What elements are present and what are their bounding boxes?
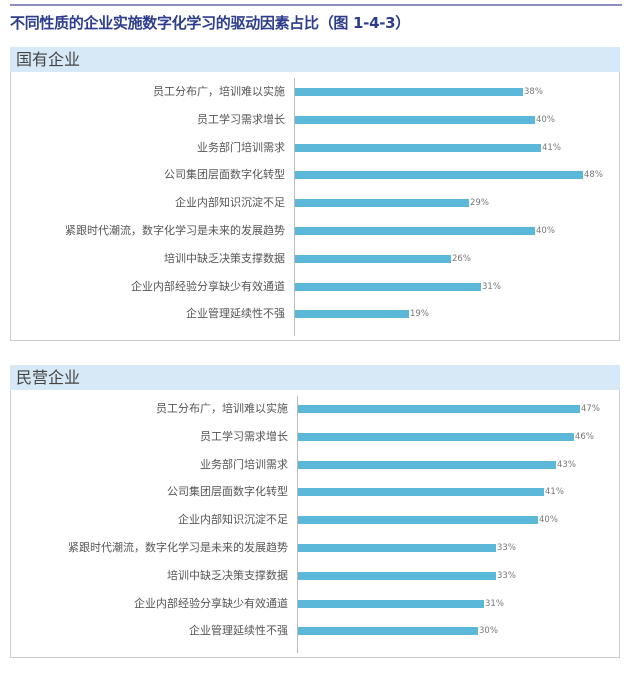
bar-row: 业务部门培训需求 41% — [11, 141, 619, 155]
category-label: 员工分布广，培训难以实施 — [156, 402, 288, 415]
data-label: 40% — [539, 515, 558, 526]
bar — [298, 571, 496, 580]
data-label: 48% — [584, 170, 603, 181]
bar-row: 员工学习需求增长 40% — [11, 113, 619, 127]
bar — [298, 405, 580, 413]
panel-title: 国有企业 — [10, 47, 620, 72]
category-label: 企业管理延续性不强 — [189, 624, 288, 638]
category-label: 员工学习需求增长 — [200, 429, 288, 443]
data-label: 19% — [410, 309, 429, 320]
category-label: 培训中缺乏决策支撑数据 — [167, 568, 288, 582]
bar-row: 培训中缺乏决策支撑数据 33% — [11, 569, 619, 583]
panel-private: 民营企业 员工分布广，培训难以实施 47% 员工学习需求增长 46% 业务部门培训需求 4… — [10, 365, 620, 658]
bar — [295, 88, 523, 96]
data-label: 31% — [485, 598, 504, 609]
category-label: 公司集团层面数字化转型 — [164, 168, 285, 182]
bar-row: 员工分布广，培训难以实施 38% — [11, 85, 619, 99]
axis-line — [297, 396, 298, 653]
category-label: 业务部门培训需求 — [200, 457, 288, 471]
chart-area: 员工分布广，培训难以实施 38% 员工学习需求增长 40% 业务部门培训需求 41% 公司集… — [10, 72, 620, 341]
bar-row: 企业管理延续性不强 19% — [11, 307, 619, 321]
bar — [295, 143, 541, 152]
bar-row: 公司集团层面数字化转型 41% — [11, 485, 619, 499]
category-label: 企业管理延续性不强 — [186, 307, 285, 321]
bar-row: 企业内部经验分享缺少有效通道 31% — [11, 280, 619, 294]
data-label: 40% — [536, 226, 555, 236]
bar — [298, 544, 496, 552]
bar — [298, 488, 544, 497]
category-label: 紧跟时代潮流，数字化学习是未来的发展趋势 — [65, 224, 285, 237]
category-label: 企业内部知识沉淀不足 — [178, 513, 288, 527]
bar — [298, 432, 574, 441]
axis-line — [294, 78, 295, 336]
category-label: 员工学习需求增长 — [197, 112, 285, 126]
data-label: 47% — [581, 404, 600, 414]
data-label: 33% — [497, 543, 516, 553]
category-label: 员工分布广，培训难以实施 — [153, 85, 285, 98]
data-label: 46% — [575, 431, 594, 442]
bar-row: 紧跟时代潮流，数字化学习是未来的发展趋势 33% — [11, 541, 619, 555]
bar — [295, 254, 451, 263]
top-rule — [10, 4, 622, 6]
data-label: 38% — [524, 87, 543, 97]
bar-row: 培训中缺乏决策支撑数据 26% — [11, 252, 619, 266]
data-label: 41% — [542, 142, 561, 153]
bar — [295, 282, 481, 291]
bar-row: 紧跟时代潮流，数字化学习是未来的发展趋势 40% — [11, 224, 619, 238]
bar-row: 员工学习需求增长 46% — [11, 430, 619, 444]
data-label: 29% — [470, 198, 489, 209]
bar-row: 企业内部知识沉淀不足 29% — [11, 196, 619, 210]
bar-row: 企业管理延续性不强 30% — [11, 624, 619, 638]
bar — [298, 599, 484, 608]
category-label: 紧跟时代潮流，数字化学习是未来的发展趋势 — [68, 541, 288, 554]
category-label: 企业内部经验分享缺少有效通道 — [131, 279, 285, 293]
data-label: 40% — [536, 114, 555, 125]
data-label: 31% — [482, 281, 501, 292]
chart-area: 员工分布广，培训难以实施 47% 员工学习需求增长 46% 业务部门培训需求 43% 公司集… — [10, 390, 620, 658]
bar — [298, 460, 556, 469]
bar — [295, 227, 535, 235]
bar-row: 员工分布广，培训难以实施 47% — [11, 402, 619, 416]
bar — [295, 171, 583, 180]
category-label: 企业内部经验分享缺少有效通道 — [134, 596, 288, 610]
bar — [298, 627, 478, 636]
data-label: 43% — [557, 459, 576, 470]
bar-row: 企业内部知识沉淀不足 40% — [11, 513, 619, 527]
data-label: 33% — [497, 570, 516, 581]
bar-row: 公司集团层面数字化转型 48% — [11, 168, 619, 182]
bar — [295, 199, 469, 208]
category-label: 企业内部知识沉淀不足 — [175, 196, 285, 210]
category-label: 公司集团层面数字化转型 — [167, 485, 288, 499]
data-label: 30% — [479, 626, 498, 637]
figure-title: 不同性质的企业实施数字化学习的驱动因素占比（图 1-4-3） — [10, 14, 410, 32]
bar-row: 业务部门培训需求 43% — [11, 458, 619, 472]
category-label: 业务部门培训需求 — [197, 140, 285, 154]
bar — [295, 115, 535, 124]
panel-state-owned: 国有企业 员工分布广，培训难以实施 38% 员工学习需求增长 40% 业务部门培训需求 4… — [10, 47, 620, 341]
category-label: 培训中缺乏决策支撑数据 — [164, 251, 285, 265]
data-label: 41% — [545, 487, 564, 498]
bar-row: 企业内部经验分享缺少有效通道 31% — [11, 597, 619, 611]
data-label: 26% — [452, 253, 471, 264]
panel-title: 民营企业 — [10, 365, 620, 390]
bar — [298, 516, 538, 525]
bar — [295, 310, 409, 319]
